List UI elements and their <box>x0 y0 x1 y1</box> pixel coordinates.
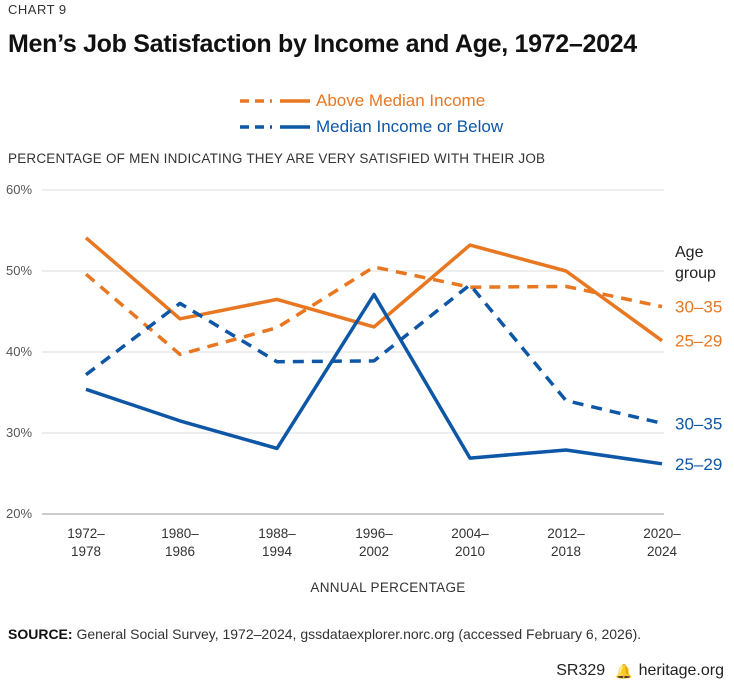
x-tick-label: 1972– <box>67 526 105 541</box>
x-tick-label: 1978 <box>71 544 101 559</box>
source-note: SOURCE: General Social Survey, 1972–2024… <box>8 626 641 642</box>
y-tick-label: 50% <box>6 263 32 278</box>
series-line-solid <box>84 236 664 343</box>
legend-swatch-median-or-below <box>240 125 310 129</box>
legend: Above Median Income Median Income or Bel… <box>238 88 503 140</box>
legend-label-median-or-below: Median Income or Below <box>316 117 504 136</box>
chart-label: CHART 9 <box>8 2 67 17</box>
y-tick-label: 30% <box>6 425 32 440</box>
legend-item-median-or-below: Median Income or Below <box>238 114 503 140</box>
x-tick-label: 2004– <box>451 526 489 541</box>
x-tick-label: 1988– <box>258 526 296 541</box>
legend-swatch-above-median <box>240 99 310 103</box>
x-tick-label: 2002 <box>359 544 389 559</box>
chart-subtitle: PERCENTAGE OF MEN INDICATING THEY ARE VE… <box>8 151 546 166</box>
footer: SR329 🔔 heritage.org <box>556 662 724 680</box>
age-group-heading-line1: Age <box>675 244 704 261</box>
x-tick-label: 1980– <box>161 526 199 541</box>
x-tick-label: 2020– <box>643 526 681 541</box>
y-tick-label: 20% <box>6 506 32 521</box>
y-tick-label: 60% <box>6 182 32 197</box>
x-tick-label: 2024 <box>647 544 678 559</box>
gridlines <box>42 189 664 515</box>
series-line-dashed <box>84 265 663 357</box>
line-chart: 20%30%40%50%60% 1972–19781980–19861988–1… <box>6 182 722 595</box>
y-axis-ticks: 20% 30% 40% 50% 60% <box>6 182 32 521</box>
site-link[interactable]: heritage.org <box>638 662 724 679</box>
legend-item-above-median: Above Median Income <box>238 88 503 114</box>
liberty-bell-icon: 🔔 <box>615 662 633 679</box>
chart-title: Men’s Job Satisfaction by Income and Age… <box>8 30 637 58</box>
legend-label-above-median: Above Median Income <box>316 91 486 110</box>
x-axis-ticks: 1972– 1978 1980– 1986 1988– 1994 1996– 2002 2004… <box>67 526 681 559</box>
x-tick-label: 2018 <box>551 544 581 559</box>
x-tick-label: 1986 <box>165 544 195 559</box>
x-axis-label: ANNUAL PERCENTAGE <box>310 580 465 595</box>
x-tick-label: 1994 <box>262 544 293 559</box>
series-end-label: 30–35 <box>675 414 722 433</box>
series-end-label: 25–29 <box>675 332 722 351</box>
series-lines <box>84 236 664 466</box>
x-tick-label: 1996– <box>355 526 393 541</box>
x-tick-label: 2010 <box>455 544 485 559</box>
series-end-label: 30–35 <box>675 298 722 317</box>
series-line-solid <box>85 292 663 466</box>
series-line-dashed <box>84 283 663 426</box>
x-tick-label: 2012– <box>547 526 585 541</box>
report-id: SR329 <box>556 662 606 679</box>
y-tick-label: 40% <box>6 344 32 359</box>
age-group-heading-line2: group <box>675 265 716 282</box>
source-label: SOURCE: <box>8 626 73 642</box>
series-end-label: 25–29 <box>675 455 722 474</box>
source-text: General Social Survey, 1972–2024, gssdat… <box>72 626 642 642</box>
series-end-labels: 30–35 25–29 30–35 25–29 <box>675 298 722 474</box>
